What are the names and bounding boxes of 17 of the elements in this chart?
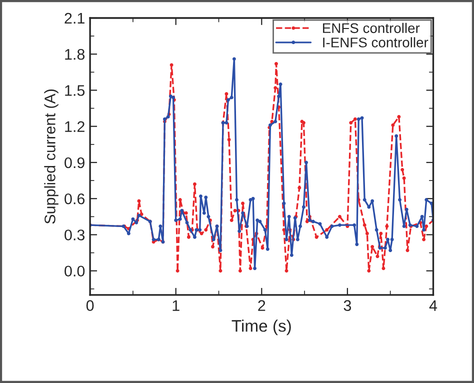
y-tick-label: 0.0 bbox=[64, 266, 85, 277]
x-tick-label: 0 bbox=[86, 300, 94, 311]
legend-label: I-ENFS controller bbox=[323, 37, 428, 48]
x-tick-label: 2 bbox=[258, 300, 266, 311]
legend-label: ENFS controller bbox=[323, 22, 420, 34]
y-tick-label: 0.9 bbox=[64, 157, 84, 168]
y-tick-label: 0.6 bbox=[64, 193, 85, 204]
y-tick-label: 1.5 bbox=[65, 85, 85, 96]
y-tick-label: 1.2 bbox=[65, 121, 84, 132]
y-tick-label: 0.3 bbox=[64, 230, 85, 240]
x-tick-label: 3 bbox=[344, 300, 352, 311]
x-axis-title: Time (s) bbox=[232, 320, 291, 336]
y-tick-label: 2.1 bbox=[64, 12, 84, 24]
y-tick-label: 1.8 bbox=[65, 48, 85, 60]
x-tick-label: 1 bbox=[172, 300, 180, 311]
y-axis-title: Supplied current (A) bbox=[44, 89, 58, 224]
x-tick-label: 4 bbox=[429, 300, 438, 311]
